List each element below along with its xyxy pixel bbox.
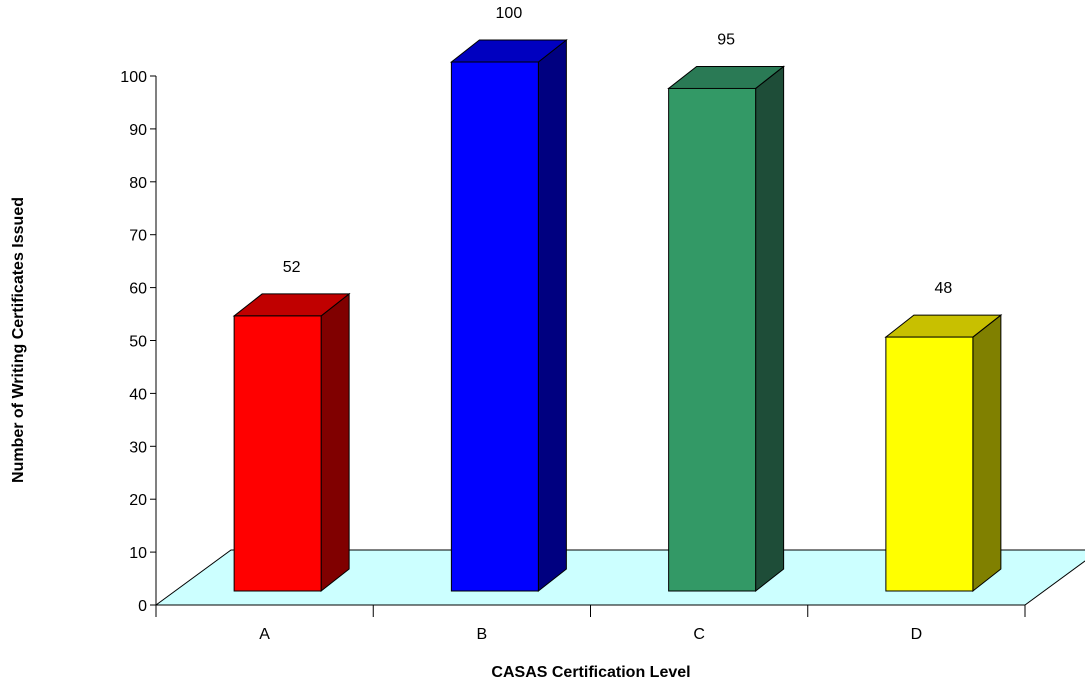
bar-A	[232, 292, 351, 593]
data-label-C: 95	[717, 31, 735, 48]
chart-floor	[154, 549, 1085, 606]
y-axis-title: Number of Writing Certificates Issued	[10, 197, 27, 483]
bar-C	[667, 65, 786, 593]
bar-side-C	[755, 65, 785, 593]
bar-front-C	[668, 87, 757, 592]
x-axis-title: CASAS Certification Level	[491, 664, 690, 681]
y-tick-label: 70	[129, 228, 147, 245]
bar-front-D	[885, 336, 974, 592]
x-tick-label-D: D	[911, 626, 923, 643]
bar-D	[884, 314, 1003, 593]
data-label-B: 100	[496, 5, 523, 22]
y-tick-label: 30	[129, 439, 147, 456]
y-tick-label: 90	[129, 122, 147, 139]
bar-front-A	[233, 315, 322, 592]
y-tick-label: 100	[120, 69, 147, 86]
y-tick-label: 80	[129, 175, 147, 192]
y-tick-label: 0	[138, 598, 147, 615]
bar-side-D	[972, 314, 1002, 593]
bar-side-A	[320, 292, 350, 593]
data-label-D: 48	[934, 280, 952, 297]
x-tick-label-C: C	[693, 626, 705, 643]
y-tick-label: 10	[129, 545, 147, 562]
bar-B	[449, 38, 568, 593]
bar-front-B	[450, 61, 539, 592]
y-tick-label: 40	[129, 386, 147, 403]
bar-side-B	[537, 38, 567, 593]
x-tick-label-A: A	[259, 626, 270, 643]
y-tick-label: 20	[129, 492, 147, 509]
y-tick-label: 60	[129, 281, 147, 298]
y-tick-label: 50	[129, 334, 147, 351]
data-label-A: 52	[283, 259, 301, 276]
x-tick-label-B: B	[477, 626, 488, 643]
